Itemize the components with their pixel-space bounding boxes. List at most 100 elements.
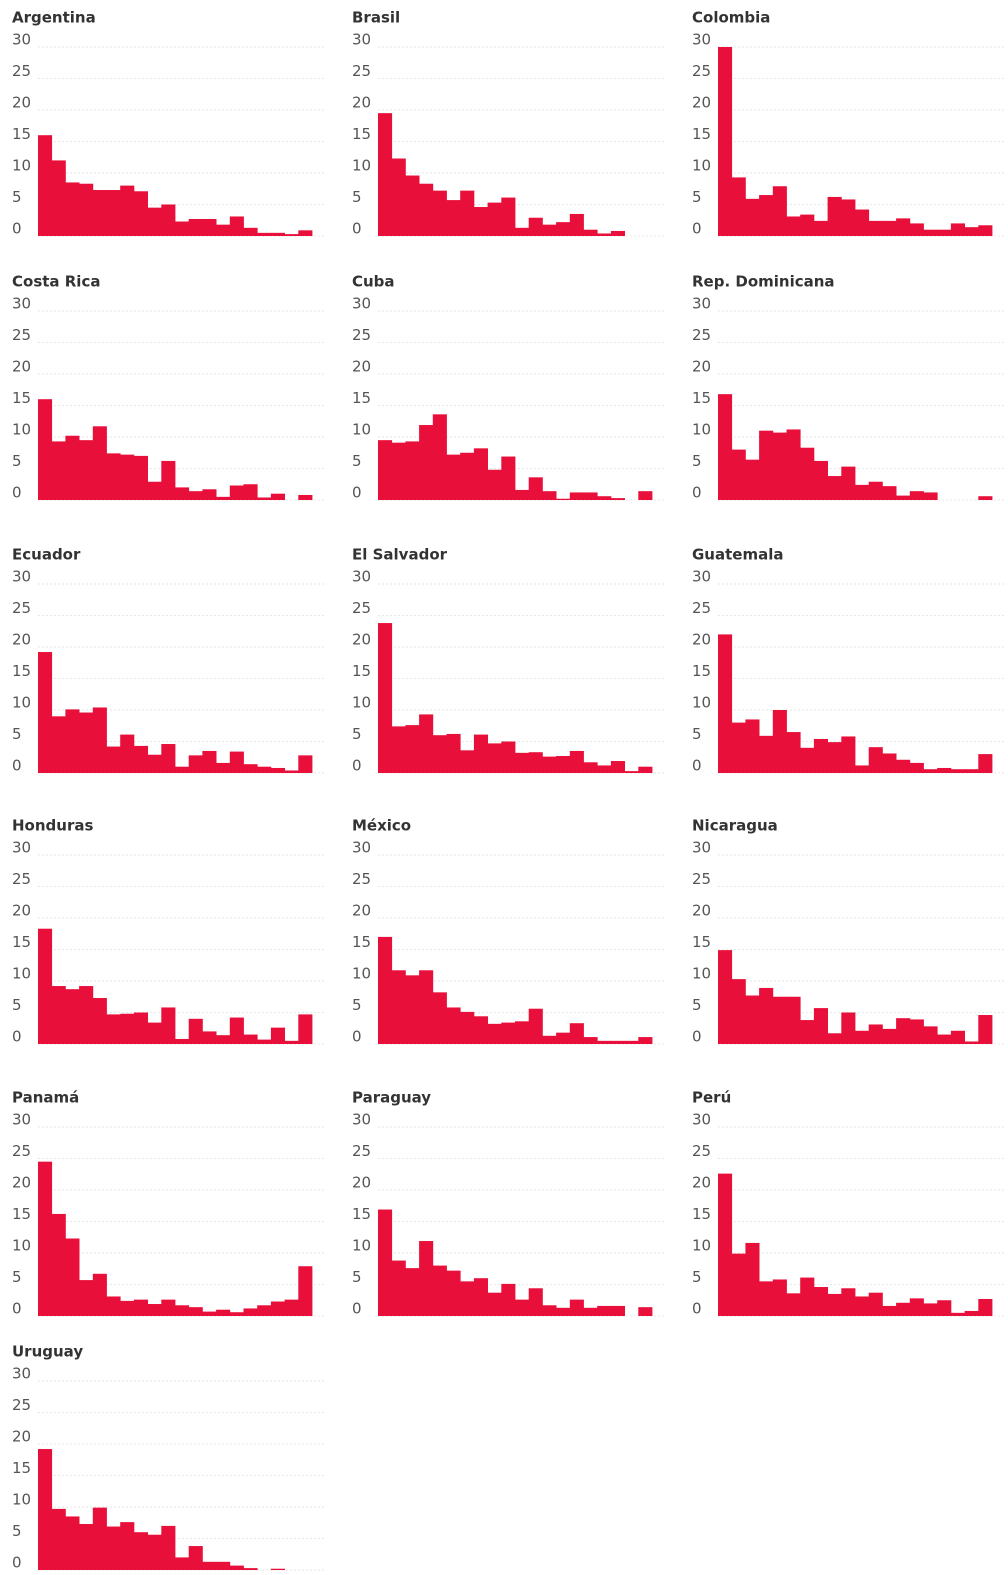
bar — [120, 1522, 135, 1570]
bar — [79, 1280, 94, 1316]
histogram-panel: Guatemala 0 5 10 15 20 25 30 — [692, 546, 1006, 775]
y-tick-label: 25 — [12, 1142, 31, 1160]
y-tick-label: 5 — [692, 725, 702, 743]
bar — [841, 1012, 856, 1044]
y-tick-label: 5 — [12, 1522, 22, 1540]
bar — [79, 440, 94, 500]
bar — [978, 225, 993, 236]
y-tick-label: 25 — [12, 62, 31, 80]
bar — [501, 456, 516, 500]
bar — [528, 217, 543, 236]
histogram-panel: El Salvador 0 5 10 15 20 25 30 — [352, 546, 666, 775]
bar — [243, 1568, 258, 1570]
y-tick-label: 25 — [352, 62, 371, 80]
y-tick-label: 25 — [692, 599, 711, 617]
y-tick-label: 30 — [352, 31, 371, 49]
bar — [841, 199, 856, 236]
histogram-panel: Uruguay 0 5 10 15 20 25 30 — [12, 1343, 326, 1572]
panel-title: Panamá — [12, 1089, 79, 1107]
bar — [270, 1568, 285, 1570]
bar — [638, 1307, 653, 1316]
y-tick-label: 0 — [12, 220, 22, 238]
bar — [460, 750, 475, 773]
bar — [896, 1018, 911, 1044]
bar — [270, 493, 285, 500]
histogram-panel: Nicaragua 0 5 10 15 20 25 30 — [692, 817, 1006, 1046]
bar — [827, 1033, 842, 1044]
y-tick-label: 10 — [352, 1237, 371, 1255]
bar — [147, 207, 162, 236]
y-tick-label: 20 — [352, 902, 371, 920]
bar — [786, 216, 801, 236]
bar — [909, 491, 924, 500]
y-tick-label: 10 — [12, 694, 31, 712]
bar — [610, 761, 625, 773]
bar — [813, 1008, 828, 1044]
bar — [133, 1012, 148, 1044]
y-tick-label: 20 — [692, 1174, 711, 1192]
bar — [460, 452, 475, 500]
bar — [827, 1293, 842, 1316]
bar — [229, 1565, 244, 1570]
bar — [556, 755, 571, 773]
y-tick-label: 10 — [692, 157, 711, 175]
bar — [147, 481, 162, 500]
bar — [106, 453, 121, 500]
bar — [731, 979, 746, 1044]
bar — [978, 754, 993, 773]
histogram-panel: Cuba 0 5 10 15 20 25 30 — [352, 273, 666, 502]
y-tick-label: 25 — [352, 1142, 371, 1160]
bar — [243, 764, 258, 773]
y-tick-label: 5 — [692, 1268, 702, 1286]
bar — [964, 1041, 979, 1044]
bar — [92, 1273, 107, 1316]
panel-title: El Salvador — [352, 546, 448, 564]
bar — [391, 158, 406, 236]
histogram-panel: Paraguay 0 5 10 15 20 25 30 — [352, 1089, 666, 1318]
bar — [610, 498, 625, 500]
bar — [147, 754, 162, 773]
bar — [923, 769, 938, 773]
bar — [909, 762, 924, 773]
bar — [391, 726, 406, 773]
bar — [202, 1031, 217, 1044]
bar — [950, 1312, 965, 1316]
bar — [473, 448, 488, 500]
bar — [175, 766, 190, 773]
y-tick-label: 30 — [12, 1111, 31, 1129]
bar — [38, 928, 53, 1044]
bar — [378, 1209, 393, 1316]
y-tick-label: 15 — [692, 125, 711, 143]
bar — [270, 232, 285, 236]
y-tick-label: 25 — [692, 870, 711, 888]
y-tick-label: 0 — [12, 1554, 22, 1572]
bar — [772, 1279, 787, 1316]
bar — [120, 734, 135, 773]
bar — [745, 459, 760, 500]
y-tick-label: 20 — [12, 1428, 31, 1446]
bar — [446, 1007, 461, 1044]
bar — [257, 766, 272, 773]
histogram-panel: Honduras 0 5 10 15 20 25 30 — [12, 817, 326, 1046]
bar — [147, 1534, 162, 1570]
bar — [759, 987, 774, 1044]
y-tick-label: 15 — [352, 1205, 371, 1223]
y-tick-label: 0 — [352, 757, 362, 775]
bar — [120, 454, 135, 500]
bar — [882, 1028, 897, 1044]
bar — [718, 394, 733, 500]
bar — [909, 223, 924, 236]
y-tick-label: 0 — [12, 1028, 22, 1046]
bar — [583, 229, 598, 236]
bar — [38, 652, 53, 773]
y-tick-label: 10 — [692, 694, 711, 712]
bar — [786, 996, 801, 1044]
bar — [487, 1292, 502, 1316]
y-tick-label: 30 — [692, 31, 711, 49]
y-tick-label: 5 — [12, 188, 22, 206]
bar — [51, 716, 66, 773]
bar — [446, 200, 461, 236]
y-tick-label: 0 — [692, 220, 702, 238]
panel-title: Honduras — [12, 817, 93, 835]
bar — [202, 1561, 217, 1570]
